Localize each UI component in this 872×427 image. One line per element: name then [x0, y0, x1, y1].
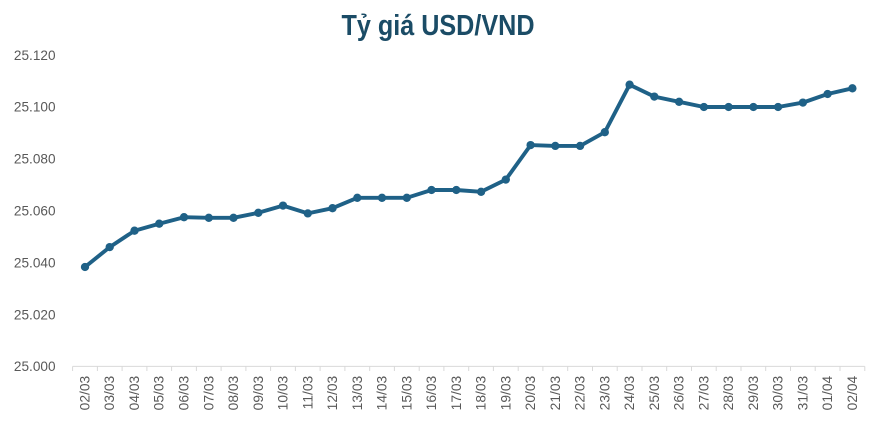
svg-text:25.000: 25.000	[14, 359, 56, 374]
svg-text:02/04: 02/04	[845, 375, 860, 410]
svg-text:25/03: 25/03	[647, 375, 662, 410]
svg-text:09/03: 09/03	[251, 375, 266, 410]
svg-text:13/03: 13/03	[350, 375, 365, 410]
svg-text:12/03: 12/03	[325, 375, 340, 410]
svg-text:03/03: 03/03	[102, 375, 117, 410]
svg-text:31/03: 31/03	[795, 375, 810, 410]
svg-text:20/03: 20/03	[523, 375, 538, 410]
svg-text:30/03: 30/03	[771, 375, 786, 410]
svg-text:21/03: 21/03	[548, 375, 563, 410]
svg-text:Tỷ giá USD/VND: Tỷ giá USD/VND	[342, 10, 535, 42]
svg-text:24/03: 24/03	[622, 375, 637, 410]
svg-text:07/03: 07/03	[201, 375, 216, 410]
svg-text:17/03: 17/03	[449, 375, 464, 410]
svg-text:16/03: 16/03	[424, 375, 439, 410]
svg-text:19/03: 19/03	[498, 375, 513, 410]
svg-text:25.080: 25.080	[14, 152, 56, 167]
svg-text:27/03: 27/03	[696, 375, 711, 410]
svg-text:05/03: 05/03	[152, 375, 167, 410]
svg-text:14/03: 14/03	[375, 375, 390, 410]
svg-text:25.040: 25.040	[14, 255, 56, 270]
svg-text:01/04: 01/04	[820, 375, 835, 410]
svg-text:22/03: 22/03	[573, 375, 588, 410]
svg-text:15/03: 15/03	[399, 375, 414, 410]
svg-text:28/03: 28/03	[721, 375, 736, 410]
svg-text:29/03: 29/03	[746, 375, 761, 410]
svg-text:26/03: 26/03	[672, 375, 687, 410]
svg-text:25.120: 25.120	[14, 48, 56, 63]
svg-text:25.020: 25.020	[14, 307, 56, 322]
svg-text:02/03: 02/03	[78, 375, 93, 410]
svg-text:08/03: 08/03	[226, 375, 241, 410]
svg-text:25.100: 25.100	[14, 100, 56, 115]
svg-text:11/03: 11/03	[300, 375, 315, 409]
svg-text:18/03: 18/03	[474, 375, 489, 410]
svg-text:10/03: 10/03	[276, 375, 291, 410]
svg-text:06/03: 06/03	[177, 375, 192, 410]
svg-text:25.060: 25.060	[14, 204, 56, 219]
svg-text:04/03: 04/03	[127, 375, 142, 410]
svg-text:23/03: 23/03	[597, 375, 612, 410]
